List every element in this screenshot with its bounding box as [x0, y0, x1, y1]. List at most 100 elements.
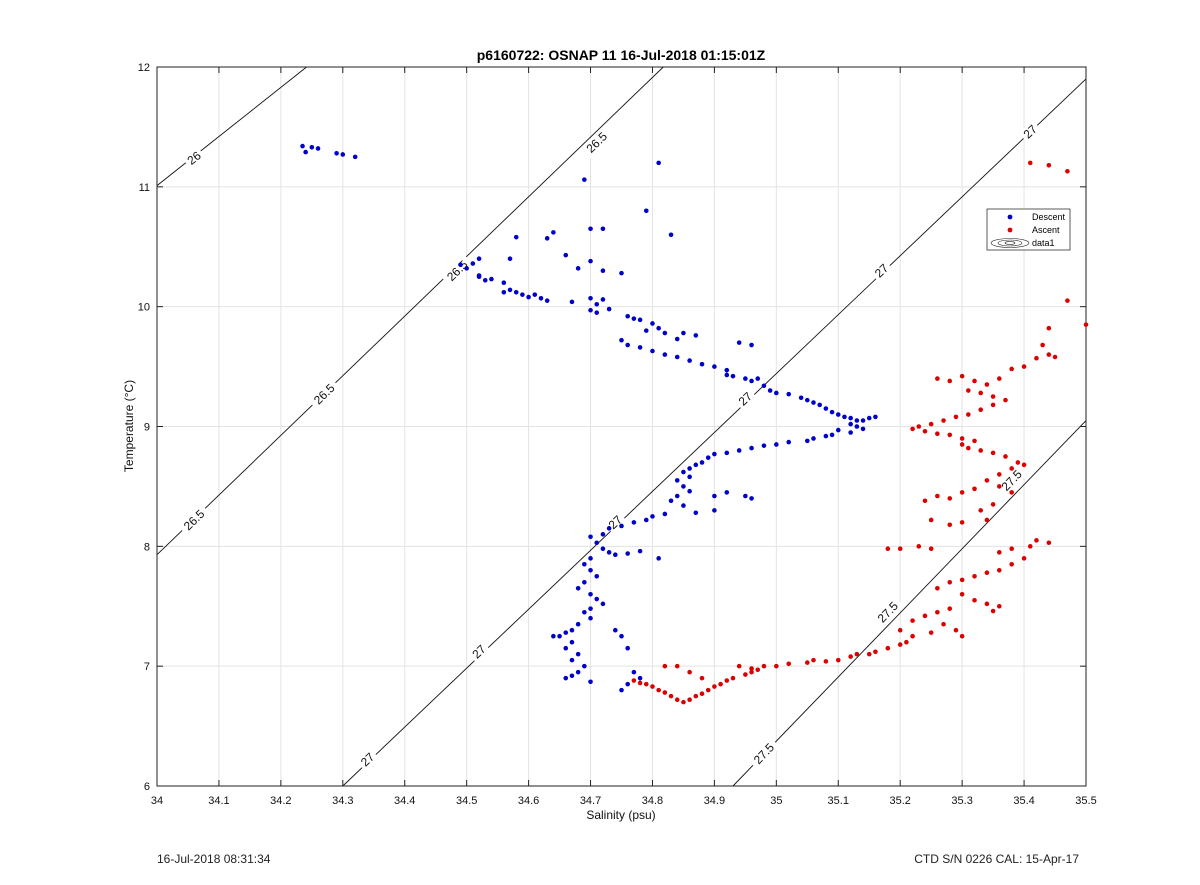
data-point	[798, 395, 804, 401]
data-point	[947, 522, 953, 528]
isopycnal-label-group: 27.5	[747, 737, 781, 771]
data-point	[823, 659, 829, 664]
data-point	[674, 354, 680, 360]
data-point	[458, 262, 463, 268]
data-point	[959, 373, 965, 379]
x-tick-label: 35.2	[889, 795, 910, 807]
data-point	[625, 342, 630, 348]
data-point	[544, 298, 550, 303]
data-point	[476, 256, 482, 262]
data-point	[594, 540, 600, 546]
data-point	[668, 232, 674, 238]
x-tick-label: 34.9	[704, 795, 725, 807]
data-point	[805, 660, 810, 665]
data-point	[990, 502, 996, 507]
data-point	[588, 307, 593, 313]
data-point	[811, 400, 816, 405]
isopycnal-label-bg	[307, 378, 341, 411]
isopycnal-label-group: 27	[603, 510, 628, 534]
data-point	[928, 546, 934, 552]
data-point	[588, 534, 593, 540]
data-point	[588, 606, 593, 611]
data-point	[959, 490, 965, 495]
data-point	[619, 687, 624, 693]
data-point	[699, 675, 705, 681]
data-point	[786, 661, 792, 667]
x-tick-label: 34.2	[270, 795, 291, 807]
legend: Descent Ascent data1	[986, 208, 1071, 251]
data-point	[996, 484, 1002, 489]
data-point	[928, 421, 934, 427]
isopycnal-label-bg	[995, 464, 1028, 497]
data-point	[848, 421, 853, 427]
data-point	[699, 460, 705, 465]
data-point	[749, 445, 754, 451]
data-point	[637, 675, 643, 681]
y-tick-label: 10	[138, 302, 150, 314]
legend-contour-icon	[990, 238, 1030, 248]
data-point	[699, 361, 705, 367]
data-point	[736, 663, 742, 669]
isopycnal-label-bg	[871, 595, 904, 629]
data-point	[854, 424, 860, 429]
series-ascent	[631, 160, 1089, 705]
data-point	[860, 418, 866, 423]
isopycnal-label-bg	[869, 259, 894, 283]
data-point	[569, 627, 575, 633]
data-point	[761, 663, 767, 669]
data-point	[650, 348, 655, 354]
data-point	[805, 397, 810, 403]
data-point	[656, 160, 661, 166]
isopycnal-label-bg	[355, 748, 380, 772]
data-point	[674, 336, 680, 342]
data-point	[941, 418, 946, 423]
data-point	[724, 490, 730, 495]
data-point	[984, 570, 990, 575]
data-point	[489, 276, 494, 282]
data-point	[563, 630, 569, 635]
x-tick-label: 34.5	[456, 795, 477, 807]
data-point	[668, 693, 674, 699]
data-point	[1034, 538, 1039, 543]
data-point	[693, 333, 699, 338]
data-point	[712, 451, 717, 457]
isopycnal-label-bg	[467, 640, 491, 664]
data-point	[761, 383, 767, 389]
data-point	[1083, 322, 1089, 327]
data-point	[910, 618, 915, 623]
data-point	[625, 681, 630, 687]
isopycnal-label-bg	[177, 503, 211, 537]
data-point	[507, 287, 513, 293]
data-point	[606, 550, 612, 555]
data-point	[922, 613, 928, 619]
data-point	[990, 450, 996, 456]
data-point	[996, 550, 1002, 555]
data-point	[309, 144, 315, 150]
x-axis-ticks: 34 34.1 34.2 34.3 34.4 34.5 34.6 34.7 34.8 34.9 35…	[151, 67, 1097, 807]
data-point	[613, 552, 618, 558]
data-point	[712, 364, 717, 369]
data-point	[300, 143, 305, 149]
data-point	[904, 639, 909, 645]
data-point	[984, 382, 990, 387]
data-point	[600, 268, 606, 274]
data-point	[996, 568, 1002, 573]
data-point	[575, 266, 581, 271]
y-tick-label: 11	[139, 182, 150, 194]
data-point	[600, 532, 606, 537]
data-point	[885, 546, 891, 552]
data-point	[303, 149, 308, 155]
data-point	[959, 442, 965, 447]
data-point	[916, 424, 922, 429]
isopycnal-label-bg	[733, 387, 758, 411]
legend-marker-descent	[1007, 214, 1013, 220]
y-axis-ticks: 6 7 8 9 10 11 12	[138, 62, 1086, 793]
data-point	[743, 376, 748, 381]
footer-timestamp: 16-Jul-2018 08:31:34	[157, 852, 271, 866]
data-point	[662, 663, 668, 669]
y-axis-label: Temperature (°C)	[122, 380, 136, 472]
data-point	[674, 493, 680, 499]
data-point	[935, 376, 940, 381]
data-point	[594, 301, 600, 307]
x-axis-label: Salinity (psu)	[586, 808, 655, 822]
